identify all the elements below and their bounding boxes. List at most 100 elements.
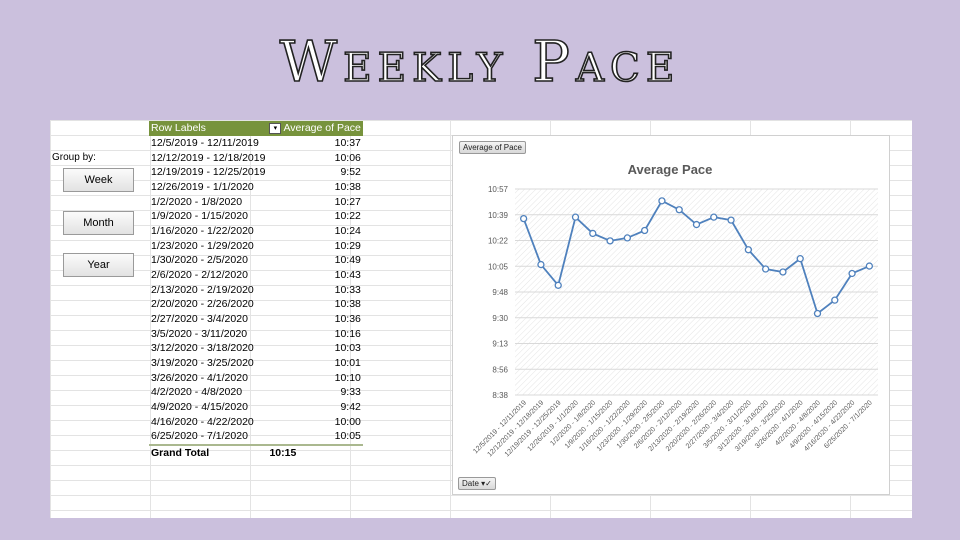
row-value: 10:05: [334, 430, 361, 443]
y-tick-label: 9:30: [492, 314, 508, 323]
row-value: 10:43: [334, 269, 361, 282]
row-value: 10:27: [334, 195, 361, 208]
average-of-pace-field-button[interactable]: Average of Pace: [459, 141, 527, 154]
pivot-row: 12/26/2019 - 1/1/2020 10:38: [149, 180, 363, 195]
filter-dropdown-icon[interactable]: ▾: [269, 123, 282, 135]
row-label: 1/23/2020 - 1/29/2020: [151, 239, 254, 252]
data-point: [675, 206, 683, 214]
pivot-row: 2/20/2020 - 2/26/2020 10:38: [149, 297, 363, 312]
pivot-row: 3/5/2020 - 3/11/2020 10:16: [149, 326, 363, 341]
data-point: [692, 220, 701, 229]
pivot-row: 3/19/2020 - 3/25/2020 10:01: [149, 356, 363, 371]
row-value: 10:33: [334, 283, 361, 296]
row-label: 1/30/2020 - 2/5/2020: [151, 254, 248, 267]
group-week-button[interactable]: Week: [63, 168, 134, 192]
row-labels-header: Row Labels: [149, 121, 268, 136]
pivot-row: 4/16/2020 - 4/22/2020 10:00: [149, 414, 363, 429]
row-label: 4/16/2020 - 4/22/2020: [151, 415, 254, 428]
group-year-button[interactable]: Year: [63, 253, 134, 277]
pivot-chart[interactable]: Average of Pace Average Pace 10:57 10:39 1…: [452, 135, 890, 495]
row-value: 10:37: [334, 137, 361, 149]
data-point: [848, 269, 856, 278]
pivot-body: 12/5/2019 - 12/11/2019 10:37 12/12/2019 - …: [149, 136, 363, 445]
pivot-row: 12/5/2019 - 12/11/2019 10:37: [149, 136, 363, 151]
y-tick-label: 9:13: [492, 340, 508, 349]
slide-title: Weekly Pace: [279, 29, 681, 96]
grand-total-value: 10:15: [267, 443, 363, 461]
data-point: [589, 229, 597, 238]
filter-funnel-icon: ▾✓: [481, 479, 492, 488]
data-point: [744, 246, 753, 254]
row-label: 12/5/2019 - 12/11/2019: [151, 137, 259, 149]
row-value: 10:24: [334, 225, 361, 238]
row-label: 1/16/2020 - 1/22/2020: [151, 225, 254, 238]
row-label: 4/9/2020 - 4/15/2020: [151, 401, 248, 414]
data-point: [727, 216, 735, 224]
row-label: 3/19/2020 - 3/25/2020: [151, 357, 254, 370]
row-label: 12/19/2019 - 12/25/2019: [151, 166, 266, 179]
chart-svg: Average Pace 10:57 10:39 10:22 10:05 9:48 9:3…: [472, 162, 878, 458]
row-label: 2/27/2020 - 3/4/2020: [151, 313, 248, 326]
row-value: 10:16: [334, 327, 361, 340]
pivot-row: 4/2/2020 - 4/8/2020 9:33: [149, 385, 363, 400]
pivot-row: 1/2/2020 - 1/8/2020 10:27: [149, 194, 363, 209]
y-tick-label: 8:56: [492, 365, 508, 374]
grand-total-label: Grand Total: [149, 443, 268, 461]
pivot-row: 1/9/2020 - 1/15/2020 10:22: [149, 209, 363, 224]
y-tick-label: 10:22: [488, 237, 509, 246]
data-point: [658, 197, 666, 205]
row-value: 10:36: [334, 313, 361, 326]
date-field-button[interactable]: Date ▾✓: [458, 477, 496, 490]
data-point: [813, 309, 822, 318]
data-point: [761, 265, 770, 273]
pivot-row: 12/19/2019 - 12/25/2019 9:52: [149, 165, 363, 180]
y-tick-label: 9:48: [492, 288, 508, 297]
value-header-label: Average of Pace: [283, 122, 361, 135]
row-value: 10:01: [334, 357, 361, 370]
data-point: [554, 281, 562, 289]
row-value: 10:38: [334, 181, 361, 194]
pivot-row: 2/13/2020 - 2/19/2020 10:33: [149, 282, 363, 297]
row-value: 9:33: [340, 386, 361, 399]
row-label: 12/12/2019 - 12/18/2019: [151, 151, 266, 164]
data-point: [571, 213, 580, 221]
y-tick-label: 10:57: [488, 185, 509, 194]
pivot-row: 2/27/2020 - 3/4/2020 10:36: [149, 312, 363, 327]
row-label: 3/12/2020 - 3/18/2020: [151, 342, 254, 355]
group-by-label: Group by:: [52, 152, 96, 163]
data-point: [710, 213, 718, 221]
row-label: 2/6/2020 - 2/12/2020: [151, 269, 248, 282]
pivot-row: 3/12/2020 - 3/18/2020 10:03: [149, 341, 363, 356]
pivot-row: 2/6/2020 - 2/12/2020 10:43: [149, 268, 363, 283]
row-label: 2/20/2020 - 2/26/2020: [151, 298, 254, 311]
row-label: 6/25/2020 - 7/1/2020: [151, 430, 248, 443]
row-value: 10:10: [334, 371, 361, 384]
pivot-row: 1/30/2020 - 2/5/2020 10:49: [149, 253, 363, 268]
row-value: 9:52: [340, 166, 361, 179]
data-point: [831, 296, 839, 304]
value-header: ▾ Average of Pace: [267, 121, 363, 136]
row-label: 12/26/2019 - 1/1/2020: [151, 181, 254, 194]
pivot-row: 4/9/2020 - 4/15/2020 9:42: [149, 400, 363, 415]
data-point: [606, 237, 614, 245]
row-value: 10:03: [334, 342, 361, 355]
row-value: 10:38: [334, 298, 361, 311]
row-value: 9:42: [340, 401, 361, 414]
date-field-label: Date: [462, 479, 479, 488]
row-label: 3/26/2020 - 4/1/2020: [151, 371, 248, 384]
row-label: 4/2/2020 - 4/8/2020: [151, 386, 243, 399]
chart-title: Average Pace: [628, 162, 713, 177]
row-label: 2/13/2020 - 2/19/2020: [151, 283, 254, 296]
group-month-button[interactable]: Month: [63, 211, 134, 235]
pivot-table: Row Labels ▾ Average of Pace 12/5/2019 - …: [149, 121, 363, 461]
row-label: 1/2/2020 - 1/8/2020: [151, 195, 243, 208]
data-point: [640, 226, 649, 235]
pivot-row: 3/26/2020 - 4/1/2020 10:10: [149, 370, 363, 385]
y-tick-label: 10:05: [488, 262, 509, 271]
y-tick-label: 10:39: [488, 211, 509, 220]
row-value: 10:22: [334, 210, 361, 223]
data-point: [796, 255, 804, 263]
row-value: 10:49: [334, 254, 361, 267]
data-point: [623, 234, 632, 242]
pivot-row: 1/23/2020 - 1/29/2020 10:29: [149, 238, 363, 253]
